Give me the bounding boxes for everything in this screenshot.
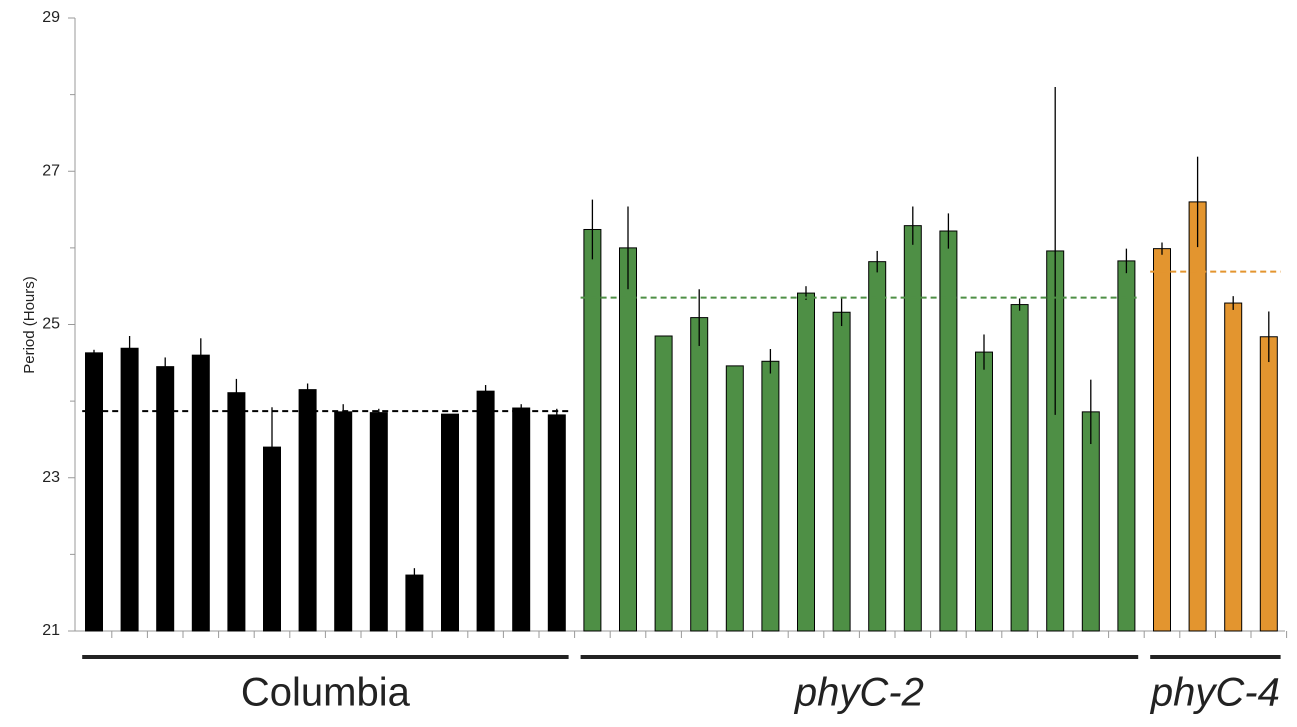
bar <box>547 414 566 632</box>
y-tick-label: 27 <box>42 162 60 179</box>
group-label: Columbia <box>241 671 411 715</box>
bar <box>476 390 495 632</box>
y-tick-label: 29 <box>42 9 60 26</box>
bar <box>939 230 958 632</box>
y-tick-label: 25 <box>42 316 60 333</box>
bar <box>298 389 317 632</box>
y-tick-label: 23 <box>42 469 60 486</box>
bar <box>868 261 887 632</box>
bar <box>583 228 602 632</box>
bar <box>832 311 851 632</box>
bar <box>797 292 815 632</box>
bar <box>1010 304 1029 632</box>
bar <box>191 354 210 632</box>
bar <box>1188 201 1207 632</box>
bar <box>1259 336 1278 632</box>
bar <box>903 225 922 632</box>
bar <box>725 365 744 632</box>
bar <box>227 392 246 632</box>
bar <box>120 347 139 632</box>
bar <box>405 574 424 632</box>
bar <box>369 412 388 632</box>
bar <box>441 413 459 632</box>
group-label: phyC-2 <box>794 671 924 715</box>
bar <box>1081 411 1100 632</box>
y-axis-title: Period (Hours) <box>21 276 38 374</box>
bar <box>156 366 175 632</box>
bar <box>975 351 993 632</box>
bar <box>761 360 780 632</box>
y-tick-label: 21 <box>42 622 60 639</box>
bar <box>85 352 103 632</box>
bar <box>1117 260 1136 632</box>
bar <box>654 335 673 632</box>
bar <box>619 247 637 632</box>
bar <box>512 407 531 632</box>
group-label: phyC-4 <box>1150 671 1280 715</box>
bar <box>1153 248 1171 632</box>
bar <box>1224 302 1243 632</box>
bar <box>334 411 353 632</box>
bar <box>690 317 709 632</box>
